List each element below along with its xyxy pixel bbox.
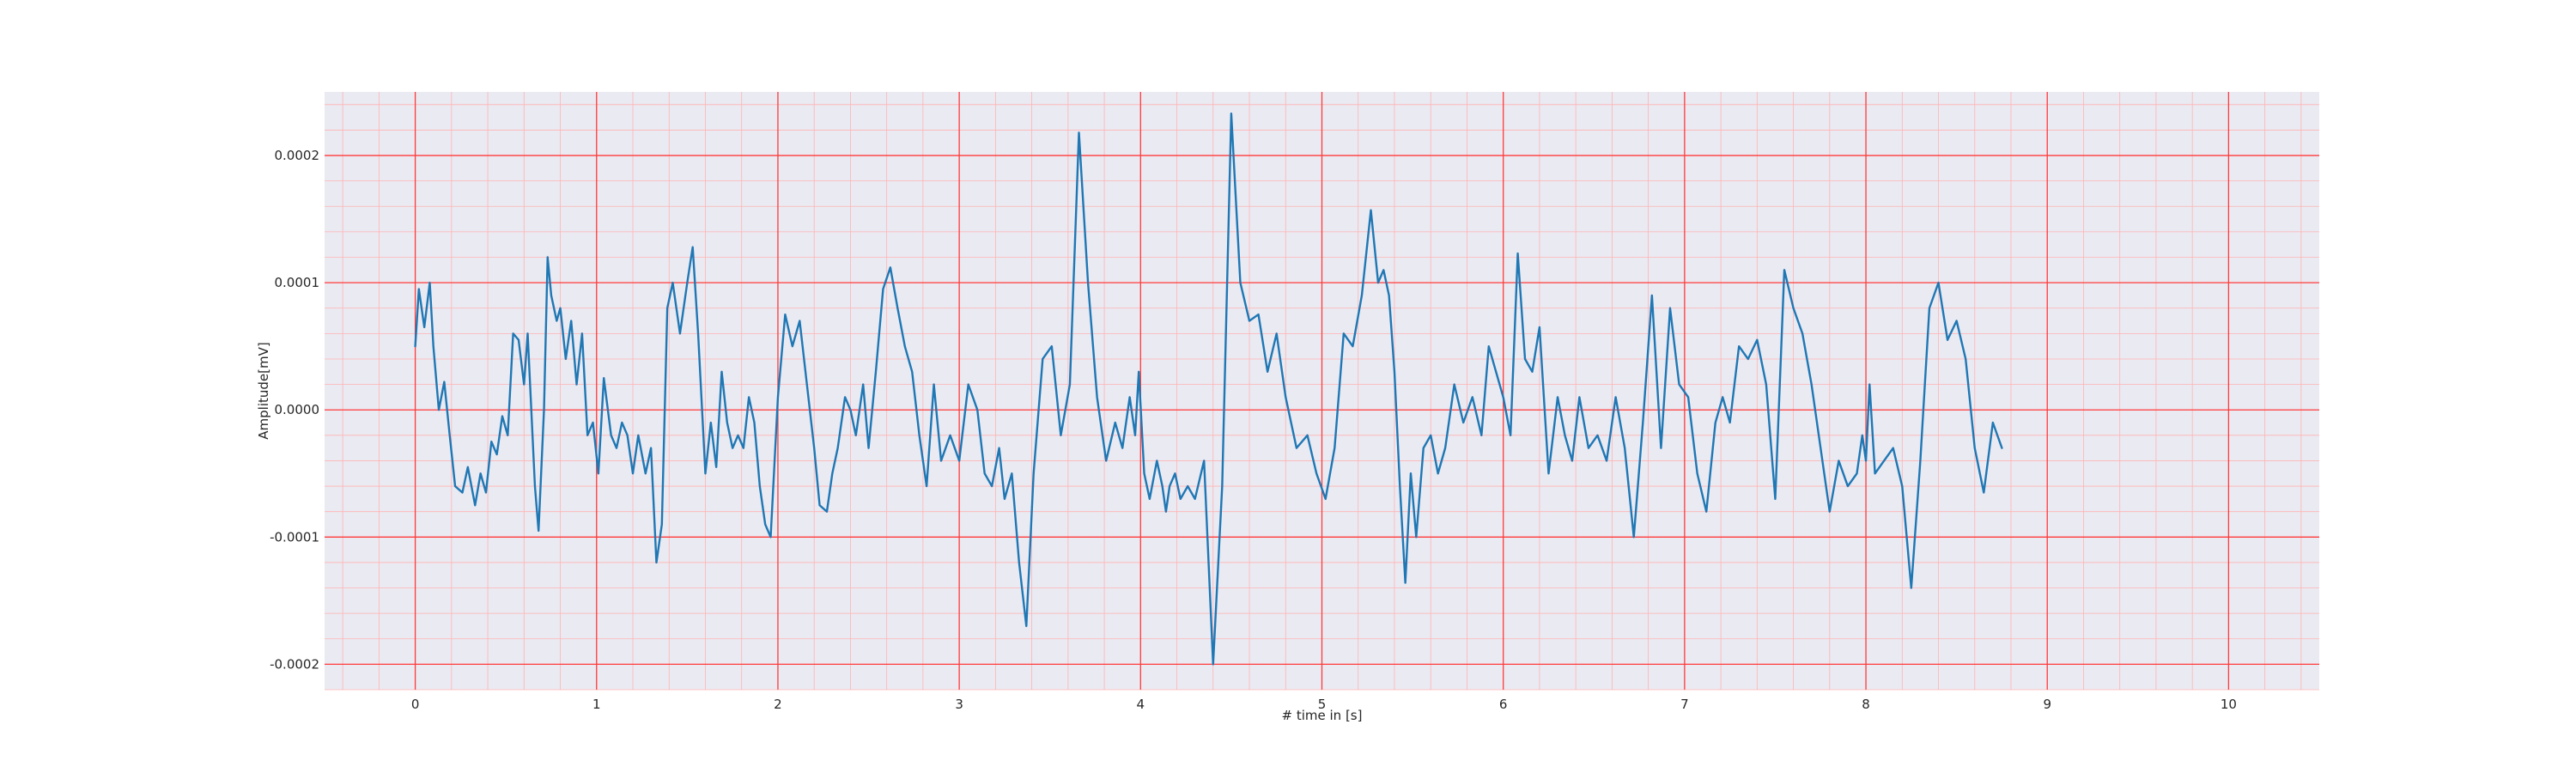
x-tick-label: 5 [1318,697,1327,712]
y-tick-label: -0.0002 [270,656,319,672]
x-tick-label: 8 [1862,697,1870,712]
x-tick-label: 1 [592,697,601,712]
y-tick-label: 0.0001 [275,275,320,290]
y-axis-label: Amplitude[mV] [256,342,271,439]
y-axis: -0.0002 -0.0001 0.0000 0.0001 0.0002 [270,148,319,672]
x-tick-label: 4 [1137,697,1145,712]
x-axis: 0 1 2 3 4 5 6 7 8 9 10 [411,697,2237,712]
y-tick-label: 0.0000 [275,402,320,417]
x-tick-label: 10 [2221,697,2237,712]
y-tick-label: 0.0002 [275,148,320,163]
series-line-signal [414,112,2003,666]
x-tick-label: 6 [1499,697,1508,712]
x-tick-label: 2 [774,697,782,712]
x-axis-label: # time in [s] [1282,708,1363,723]
x-tick-label: 0 [411,697,420,712]
x-tick-label: 9 [2043,697,2051,712]
major-grid [325,92,2319,690]
y-tick-label: -0.0001 [270,529,319,545]
x-tick-label: 7 [1680,697,1689,712]
x-tick-label: 3 [955,697,963,712]
